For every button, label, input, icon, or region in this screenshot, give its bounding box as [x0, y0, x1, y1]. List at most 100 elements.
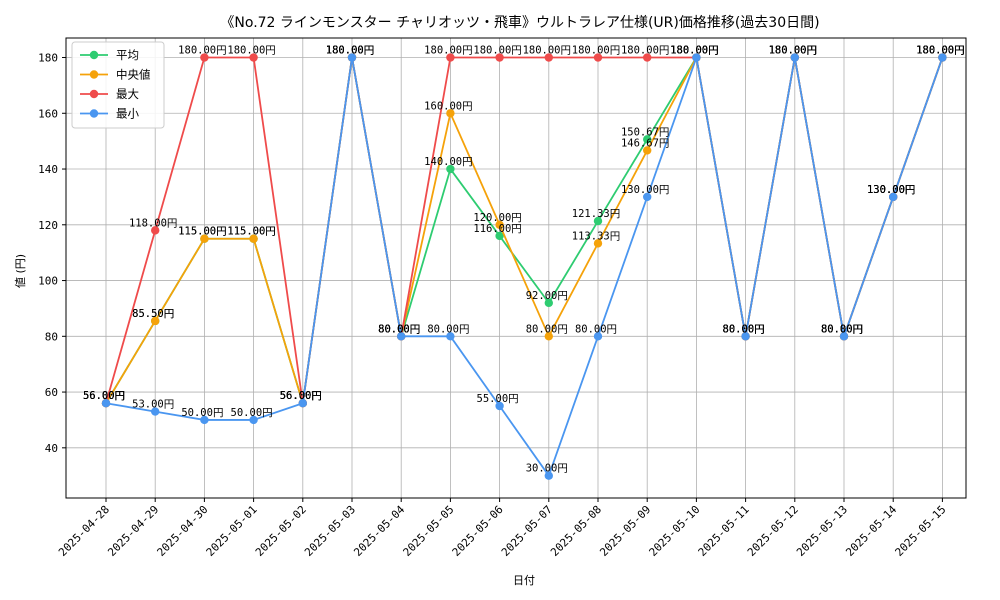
- data-label: 80.00円: [821, 323, 863, 335]
- x-tick-label: 2025-05-09: [597, 503, 653, 559]
- data-label: 56.00円: [83, 390, 125, 402]
- data-label: 56.00円: [83, 390, 125, 402]
- data-label: 80.00円: [821, 323, 863, 335]
- legend-item: 中央値: [80, 68, 151, 82]
- data-point: [446, 164, 455, 174]
- data-point: [151, 226, 160, 235]
- data-point: [692, 53, 701, 62]
- data-label: 80.00円: [378, 323, 420, 335]
- data-label: 56.00円: [280, 390, 322, 402]
- data-point: [446, 53, 455, 62]
- data-point: [643, 135, 652, 144]
- y-tick-label: 120: [38, 219, 58, 232]
- data-label: 180.00円: [227, 45, 275, 57]
- data-label: 80.00円: [723, 323, 765, 335]
- data-point: [249, 53, 258, 62]
- legend-label: 中央値: [116, 68, 151, 82]
- x-axis-ticks: 2025-04-282025-04-292025-04-302025-05-01…: [56, 498, 949, 559]
- data-label: 180.00円: [473, 45, 521, 57]
- x-tick-label: 2025-05-02: [253, 503, 309, 559]
- data-labels: 56.00円 85.50円 115.00円 115.00円 56.00円 180.00円 8…: [83, 45, 965, 475]
- data-point: [593, 216, 603, 226]
- data-label: 146.67円: [621, 137, 669, 149]
- legend-item: 最大: [80, 87, 139, 101]
- data-label: 180.00円: [326, 45, 374, 57]
- data-label: 80.00円: [575, 323, 617, 335]
- data-label: 180.00円: [326, 45, 374, 57]
- data-label: 118.00円: [129, 217, 177, 229]
- data-label: 160.00円: [424, 100, 472, 112]
- legend-label: 最小: [116, 107, 139, 121]
- legend-swatch-marker: [89, 70, 99, 79]
- data-label: 85.50円: [132, 308, 174, 320]
- data-point: [593, 332, 603, 341]
- legend-box: [71, 41, 165, 129]
- y-axis-label: 値 (円): [14, 254, 27, 288]
- legend-swatch-marker: [89, 50, 99, 60]
- data-label: 115.00円: [227, 226, 275, 238]
- data-label: 180.00円: [769, 45, 817, 57]
- y-tick-label: 40: [45, 442, 58, 455]
- data-label: 180.00円: [769, 45, 817, 57]
- data-label: 180.00円: [424, 45, 472, 57]
- y-tick-label: 80: [45, 330, 58, 343]
- data-label: 80.00円: [526, 323, 568, 335]
- data-point: [249, 415, 258, 425]
- series-line: [105, 56, 944, 477]
- x-axis-label: 日付: [513, 574, 535, 587]
- data-point: [643, 53, 652, 62]
- plot-area: [65, 37, 967, 499]
- data-label: 180.00円: [916, 45, 964, 57]
- legend-swatch-marker: [89, 89, 99, 99]
- data-point: [397, 332, 406, 341]
- data-point: [151, 316, 160, 326]
- y-axis-ticks: 40 60 80 100 120 140 160 180: [38, 52, 66, 455]
- x-tick-label: 2025-04-28: [56, 503, 112, 559]
- data-point: [200, 234, 209, 243]
- data-point: [200, 415, 209, 425]
- data-label: 80.00円: [723, 323, 765, 335]
- data-point: [593, 53, 603, 62]
- x-tick-label: 2025-05-12: [745, 503, 801, 559]
- legend-label: 平均: [116, 48, 139, 62]
- x-tick-label: 2025-05-11: [696, 503, 752, 559]
- data-label: 130.00円: [867, 184, 915, 196]
- data-label: 180.00円: [670, 45, 718, 57]
- data-label: 85.50円: [132, 308, 174, 320]
- x-tick-label: 2025-05-03: [302, 503, 358, 559]
- x-tick-label: 2025-05-05: [400, 503, 456, 559]
- data-label: 80.00円: [821, 323, 863, 335]
- data-label: 130.00円: [867, 184, 915, 196]
- y-tick-label: 160: [38, 107, 58, 120]
- y-tick-label: 180: [38, 52, 58, 65]
- data-label: 180.00円: [916, 45, 964, 57]
- data-label: 80.00円: [378, 323, 420, 335]
- data-label: 130.00円: [867, 184, 915, 196]
- data-point: [446, 332, 455, 341]
- data-point: [544, 471, 553, 480]
- data-label: 80.00円: [378, 323, 420, 335]
- data-label: 80.00円: [723, 323, 765, 335]
- y-tick-label: 60: [45, 386, 58, 399]
- data-label: 115.00円: [227, 226, 275, 238]
- data-label: 50.00円: [181, 407, 223, 419]
- data-label: 56.00円: [280, 390, 322, 402]
- data-point: [790, 53, 799, 62]
- x-tick-label: 2025-05-10: [646, 503, 702, 559]
- data-point: [101, 399, 111, 408]
- data-point: [446, 109, 455, 118]
- data-label: 180.00円: [523, 45, 571, 57]
- data-label: 80.00円: [427, 323, 469, 335]
- data-point: [495, 220, 504, 229]
- data-label: 180.00円: [916, 45, 964, 57]
- data-point: [495, 53, 504, 62]
- data-label: 30.00円: [526, 463, 568, 475]
- data-label: 56.00円: [280, 390, 322, 402]
- data-point: [839, 332, 849, 341]
- data-point: [643, 192, 652, 202]
- legend-label: 最大: [116, 87, 139, 101]
- data-label: 116.00円: [473, 223, 521, 235]
- data-label: 113.33円: [572, 230, 620, 242]
- data-label: 115.00円: [178, 226, 226, 238]
